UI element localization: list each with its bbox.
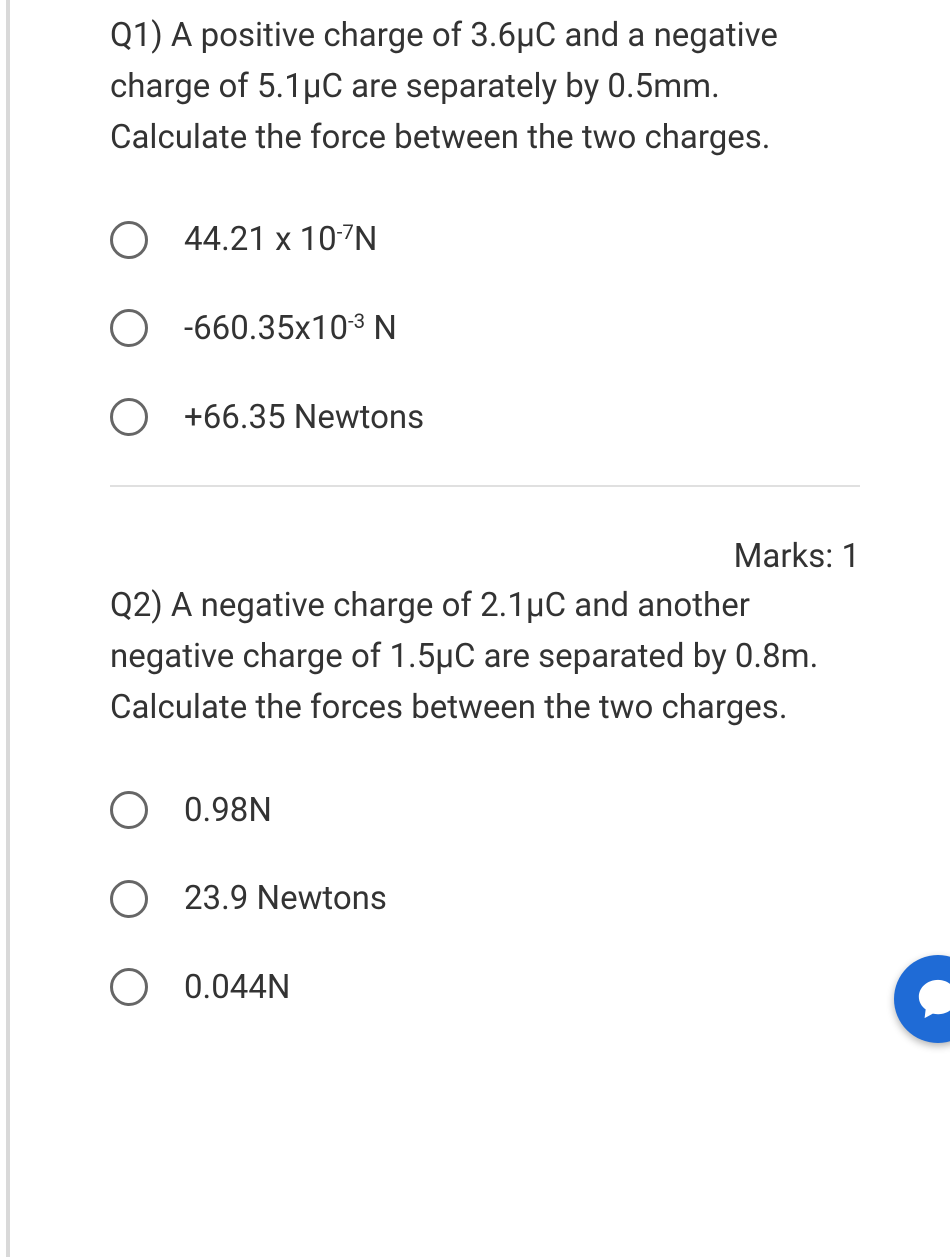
q1-option-1[interactable]: 44.21 x 10-7N [110,219,860,260]
option-text-sup: -3 [348,309,365,333]
radio-icon[interactable] [110,791,148,829]
question-2-text: Q2) A negative charge of 2.1μC and anoth… [110,580,860,733]
radio-icon[interactable] [110,221,148,259]
q2-option-2[interactable]: 23.9 Newtons [110,878,860,919]
q1-option-3-label: +66.35 Newtons [184,397,424,438]
q2-option-1[interactable]: 0.98N [110,790,860,831]
q1-option-2[interactable]: -660.35x10-3 N [110,308,860,349]
q1-option-2-label: -660.35x10-3 N [184,308,397,349]
question-2-marks: Marks: 1 [110,537,860,576]
option-text-pre: 44.21 x 10 [184,220,337,259]
option-text-pre: -660.35x10 [184,309,348,348]
q2-option-1-label: 0.98N [184,790,272,831]
option-text-pre: 0.044N [184,968,290,1007]
radio-icon[interactable] [110,880,148,918]
radio-icon[interactable] [110,309,148,347]
question-divider [110,485,860,487]
q2-option-2-label: 23.9 Newtons [184,878,387,919]
option-text-pre: +66.35 Newtons [184,398,424,437]
option-text-pre: 0.98N [184,791,272,830]
question-1-options: 44.21 x 10-7N -660.35x10-3 N +66.35 Newt… [110,219,860,437]
option-text-post: N [365,309,397,348]
chat-icon [915,976,950,1022]
option-text-pre: 23.9 Newtons [184,879,387,918]
q1-option-1-label: 44.21 x 10-7N [184,219,377,260]
q1-option-3[interactable]: +66.35 Newtons [110,397,860,438]
option-text-post: N [354,220,378,259]
q2-option-3-label: 0.044N [184,967,290,1008]
radio-icon[interactable] [110,968,148,1006]
left-rule [6,0,10,1257]
question-1-text: Q1) A positive charge of 3.6μC and a neg… [110,10,860,163]
quiz-page: Q1) A positive charge of 3.6μC and a neg… [0,0,950,1257]
chat-fab[interactable] [894,955,950,1043]
q2-option-3[interactable]: 0.044N [110,967,860,1008]
content-area: Q1) A positive charge of 3.6μC and a neg… [110,10,860,1055]
radio-icon[interactable] [110,398,148,436]
option-text-sup: -7 [337,220,354,244]
question-2-options: 0.98N 23.9 Newtons 0.044N [110,790,860,1008]
